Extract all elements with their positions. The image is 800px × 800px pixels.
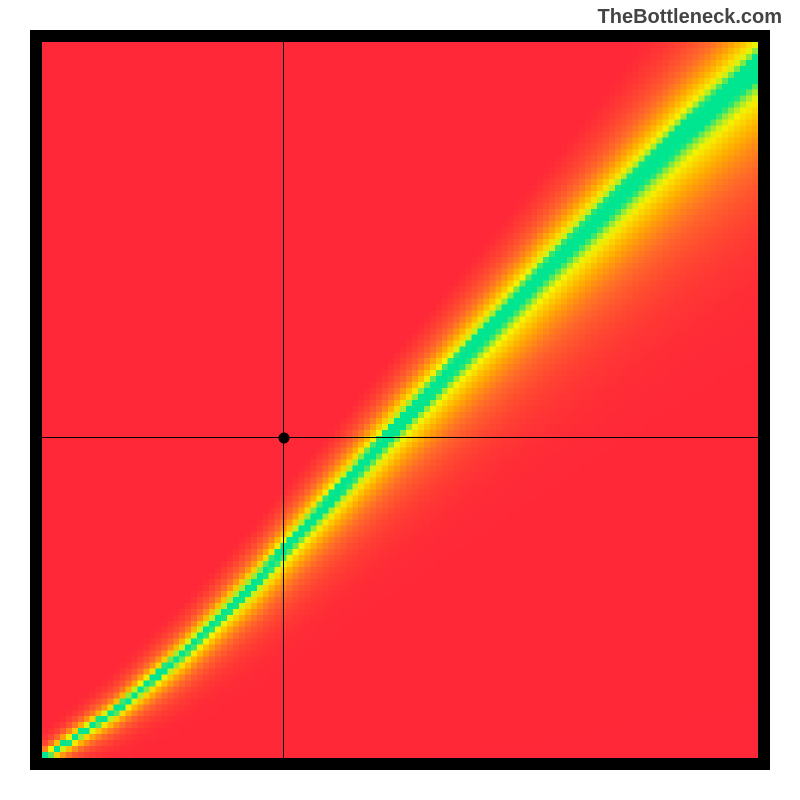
plot-area <box>42 42 758 758</box>
crosshair-vertical <box>283 42 284 758</box>
watermark-text: TheBottleneck.com <box>598 6 782 29</box>
chart-frame <box>30 30 770 770</box>
crosshair-marker <box>278 432 289 443</box>
heatmap-canvas <box>42 42 758 758</box>
crosshair-horizontal <box>42 437 758 438</box>
page-container: TheBottleneck.com <box>0 0 800 800</box>
